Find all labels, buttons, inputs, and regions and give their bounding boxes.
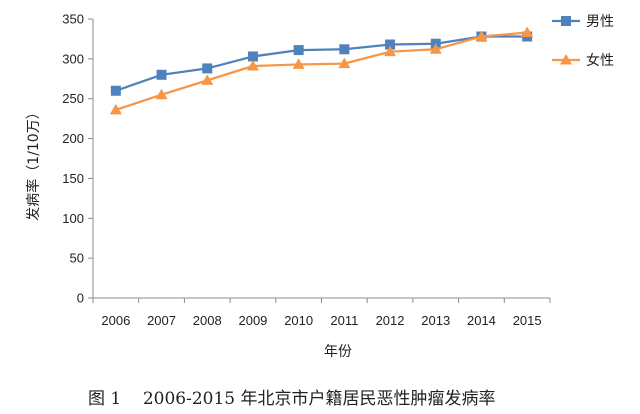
y-tick-label: 0: [77, 291, 84, 306]
x-tick-label: 2010: [284, 313, 313, 328]
y-tick-label: 350: [62, 12, 84, 27]
series-line: [115, 35, 528, 92]
x-tick-label: 2012: [376, 313, 405, 328]
data-point: [338, 57, 351, 69]
x-ticks: 2006 2007 2008 2009 2010 2011 2012 2013 2014 2015: [92, 298, 551, 328]
legend-marker: [561, 16, 571, 26]
x-tick-label: 2013: [421, 313, 450, 328]
data-point: [156, 69, 167, 80]
data-point: [109, 103, 122, 115]
x-tick-label: 2015: [513, 313, 542, 328]
data-point: [246, 60, 259, 71]
y-tick-label: 300: [62, 51, 84, 66]
x-tick-label: 2014: [467, 313, 496, 328]
legend-item: 女性: [552, 52, 614, 69]
data-point: [429, 43, 442, 54]
data-point: [339, 44, 350, 55]
data-point: [247, 51, 258, 62]
series-female: [109, 26, 534, 115]
axes: [92, 19, 550, 299]
series-layer: [109, 26, 534, 115]
y-tick-label: 50: [70, 251, 84, 266]
legend-label: 女性: [586, 52, 614, 69]
y-tick-label: 100: [62, 211, 84, 226]
x-tick-label: 2009: [238, 313, 267, 328]
legend-label: 男性: [586, 14, 614, 30]
data-point: [201, 74, 214, 85]
data-point: [385, 39, 396, 50]
y-tick-label: 250: [62, 91, 84, 106]
series-line: [115, 31, 528, 111]
figure-caption: 图 1 2006-2015 年北京市户籍居民恶性肿瘤发病率: [88, 389, 496, 409]
data-point: [110, 85, 121, 96]
data-point: [293, 45, 304, 56]
y-axis-title: 发病率（1/10万）: [25, 105, 42, 220]
data-point: [292, 58, 305, 69]
x-tick-label: 2007: [147, 313, 176, 328]
x-tick-label: 2006: [101, 313, 130, 328]
y-tick-label: 150: [62, 171, 84, 186]
legend-item: 男性: [552, 14, 614, 30]
legend-marker: [560, 54, 572, 65]
data-point: [384, 45, 397, 57]
data-point: [155, 88, 168, 100]
y-ticks: 0 50 100 150 200 250 300 350: [62, 12, 93, 306]
data-point: [202, 63, 213, 74]
x-axis-title: 年份: [324, 344, 352, 360]
x-tick-label: 2008: [193, 313, 222, 328]
x-tick-label: 2011: [330, 313, 358, 328]
y-tick-label: 200: [62, 131, 84, 146]
data-point: [475, 30, 488, 42]
data-point: [521, 26, 534, 38]
